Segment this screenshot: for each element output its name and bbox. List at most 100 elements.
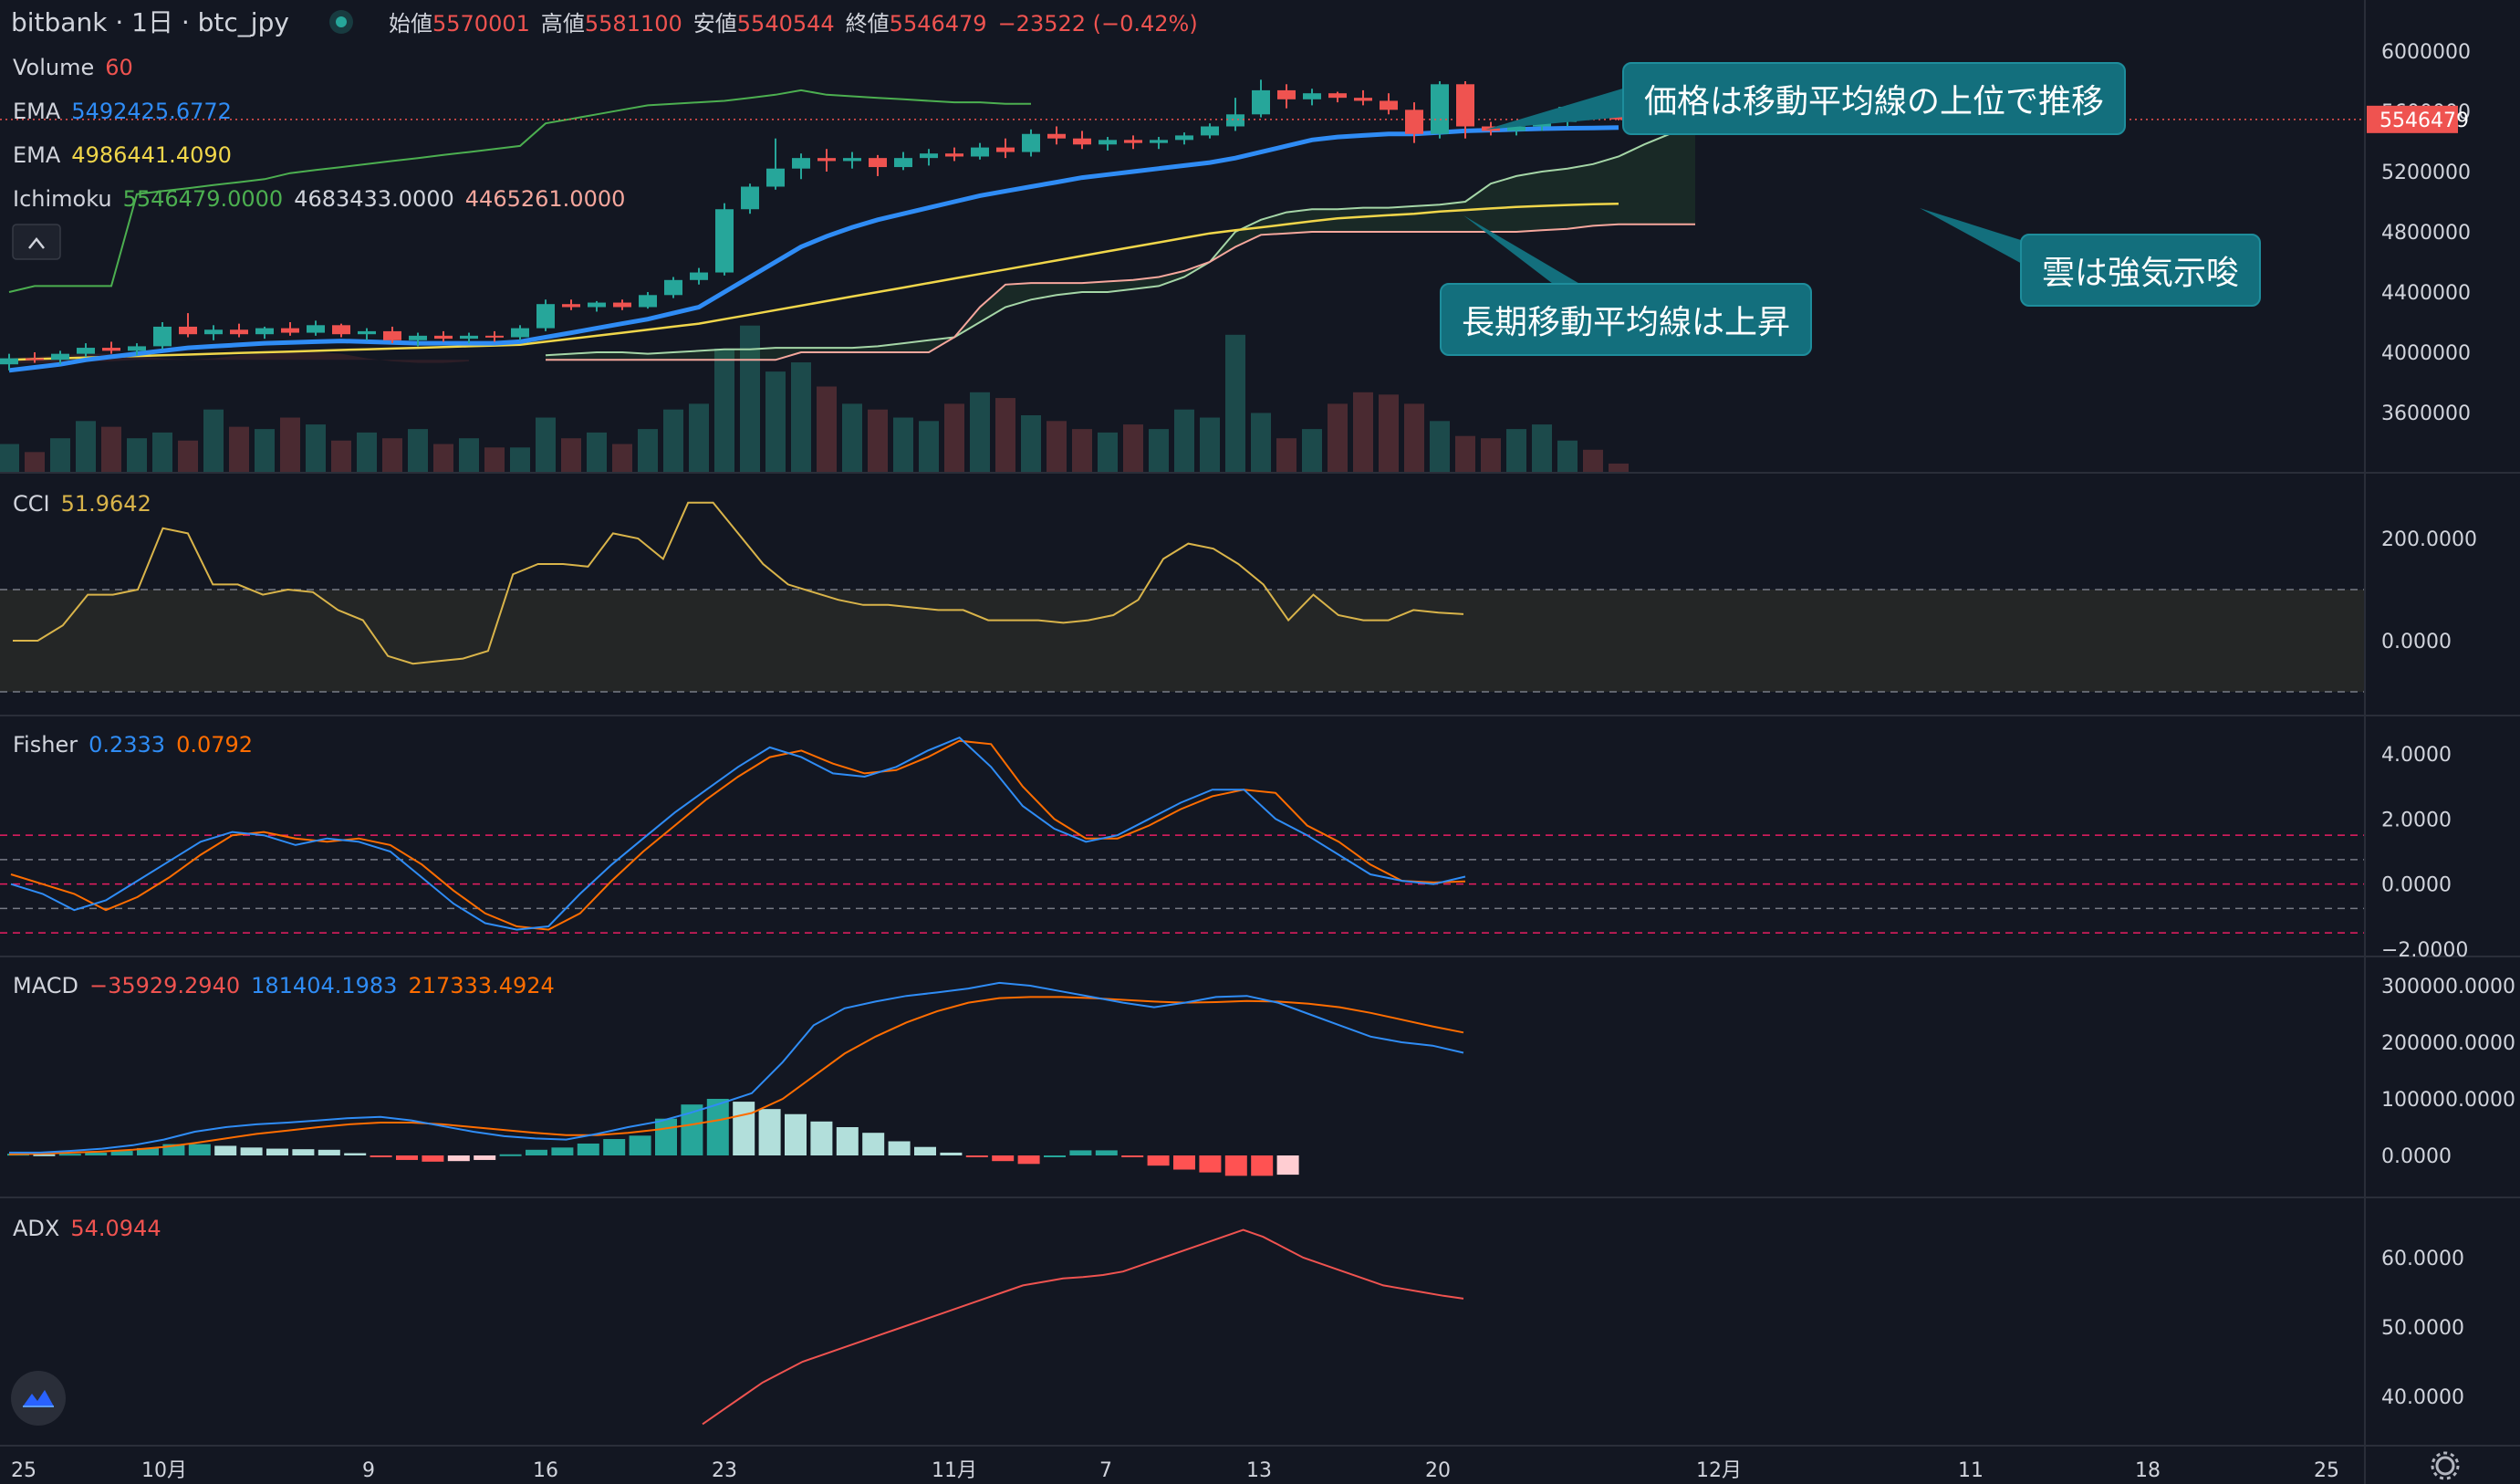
macd-histogram-bar (655, 1118, 677, 1155)
candle-body[interactable] (1150, 140, 1168, 143)
candle-body[interactable] (1099, 140, 1117, 145)
callout-pointer (1485, 88, 1626, 130)
gear-icon[interactable] (2431, 1451, 2460, 1480)
price-tick-label: 4400000 (2381, 282, 2471, 305)
volume-bar (459, 438, 479, 473)
candle-body[interactable] (1073, 138, 1091, 145)
candle-body[interactable] (1303, 93, 1321, 99)
candle-body[interactable] (1380, 100, 1398, 110)
candle-body[interactable] (1047, 133, 1066, 139)
candle-body[interactable] (307, 325, 325, 333)
candle-body[interactable] (894, 158, 912, 168)
legend-macd: MACD −35929.2940 181404.1983 217333.4924 (13, 973, 555, 998)
candle-body[interactable] (460, 335, 478, 340)
time-tick-label: 20 (1425, 1459, 1451, 1482)
candle-body[interactable] (204, 329, 223, 335)
candle-body[interactable] (945, 153, 963, 157)
volume-bar (944, 403, 964, 473)
macd-histogram-bar (526, 1149, 547, 1155)
volume-bar (1557, 440, 1578, 473)
candle-body[interactable] (690, 272, 708, 280)
macd-line (9, 981, 1464, 1154)
time-tick-label: 7 (1099, 1459, 1112, 1482)
candle-body[interactable] (792, 158, 810, 169)
collapse-legend-button[interactable] (12, 224, 61, 260)
candle-body[interactable] (1507, 126, 1526, 131)
candle-body[interactable] (639, 295, 657, 308)
candle-body[interactable] (1201, 126, 1219, 136)
volume-bar (765, 371, 786, 473)
candle-body[interactable] (102, 348, 120, 351)
candle-body[interactable] (281, 328, 299, 333)
candle-body[interactable] (1456, 84, 1474, 127)
candle-body[interactable] (153, 326, 172, 347)
cci-band (0, 590, 2365, 692)
candle-body[interactable] (383, 330, 401, 340)
candle-body[interactable] (1405, 110, 1423, 134)
candle-body[interactable] (255, 328, 274, 335)
candle-body[interactable] (613, 302, 631, 308)
candle-body[interactable] (51, 353, 69, 361)
candle-body[interactable] (0, 358, 18, 365)
macd-tick-label: 200000.0000 (2381, 1032, 2515, 1055)
candle-body[interactable] (77, 348, 95, 354)
callout-long-ma-rising: 長期移動平均線は上昇 (1440, 283, 1813, 356)
candle-body[interactable] (562, 304, 580, 308)
candle-body[interactable] (971, 147, 989, 157)
candle-body[interactable] (1252, 89, 1270, 115)
candle-body[interactable] (1277, 89, 1296, 99)
volume-bar (76, 421, 96, 473)
legend-volume: Volume 60 (13, 55, 133, 80)
macd-pane (7, 981, 1464, 1176)
cci-tick-label: 200.0000 (2381, 528, 2477, 551)
candle-body[interactable] (1022, 133, 1040, 152)
candle-body[interactable] (434, 335, 453, 340)
candle-body[interactable] (536, 304, 555, 329)
candle-body[interactable] (715, 209, 734, 273)
candle-body[interactable] (128, 346, 146, 351)
candle-body[interactable] (26, 358, 44, 361)
candle-body[interactable] (179, 326, 197, 335)
candle-body[interactable] (511, 328, 529, 338)
candle-body[interactable] (996, 147, 1015, 152)
volume-bar (868, 409, 888, 473)
candle-body[interactable] (358, 330, 376, 335)
volume-bar (255, 429, 275, 473)
candle-body[interactable] (1431, 84, 1449, 134)
candle-body[interactable] (817, 158, 836, 162)
candle-body[interactable] (332, 325, 350, 335)
legend-fisher: Fisher 0.2333 0.0792 (13, 732, 253, 758)
candle-body[interactable] (230, 329, 248, 335)
legend-adx: ADX 54.0944 (13, 1216, 161, 1241)
time-tick-label: 11 (1958, 1459, 1984, 1482)
tradingview-logo-icon[interactable] (11, 1371, 66, 1426)
candle-body[interactable] (741, 186, 759, 210)
candle-body[interactable] (409, 335, 427, 340)
volume-bar (1276, 438, 1296, 473)
candle-body[interactable] (1328, 93, 1347, 99)
candle-body[interactable] (1609, 115, 1628, 120)
macd-histogram-bar (422, 1155, 444, 1162)
candle-body[interactable] (1354, 98, 1372, 101)
candle-body[interactable] (485, 335, 504, 338)
time-tick-label: 23 (712, 1459, 737, 1482)
candle-body[interactable] (1226, 114, 1244, 127)
legend-ema-slow: EMA 4986441.4090 (13, 142, 232, 168)
ohlc-values: 始値5570001 高値5581100 安値5540544 終値5546479 −235… (389, 11, 1198, 37)
candle-body[interactable] (664, 279, 682, 296)
candle-body[interactable] (843, 158, 861, 162)
legend-ema-fast: EMA 5492425.6772 (13, 99, 232, 124)
candle-body[interactable] (1175, 135, 1193, 141)
last-price-badge (2367, 105, 2458, 133)
candle-body[interactable] (1124, 140, 1142, 143)
candle-body[interactable] (869, 158, 887, 168)
macd-histogram-bar (85, 1152, 108, 1155)
macd-histogram-bar (344, 1153, 367, 1155)
volume-bar (1149, 429, 1169, 473)
macd-histogram-bar (1224, 1155, 1247, 1176)
candle-body[interactable] (588, 302, 606, 308)
macd-signal-line (8, 996, 1464, 1155)
candle-body[interactable] (766, 168, 785, 187)
candle-body[interactable] (920, 153, 938, 159)
